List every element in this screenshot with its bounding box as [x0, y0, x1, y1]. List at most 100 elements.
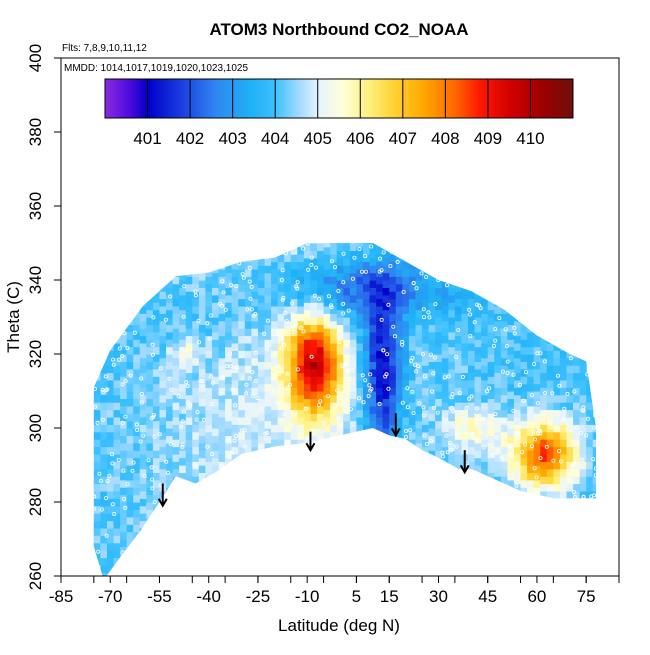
- heatmap-cell: [448, 465, 456, 473]
- heatmap-cell: [257, 413, 266, 422]
- heatmap-cell: [487, 339, 495, 348]
- measurement-dot: [247, 376, 252, 381]
- arrow-marker: [390, 413, 401, 438]
- heatmap-cell: [468, 461, 476, 470]
- heatmap-cell: [166, 428, 174, 436]
- heatmap-cell: [179, 457, 187, 466]
- heatmap-cell: [244, 439, 252, 448]
- colorbar-segment: [560, 79, 563, 118]
- heatmap-cell: [566, 357, 574, 366]
- heatmap-cell: [448, 317, 456, 325]
- heatmap-cell: [139, 402, 147, 411]
- heatmap-cell: [323, 350, 331, 359]
- heatmap-cell: [435, 287, 443, 296]
- heatmap-cell: [271, 379, 279, 388]
- heatmap-cell: [454, 446, 463, 455]
- heatmap-cell: [251, 328, 259, 337]
- heatmap-cell: [330, 291, 338, 300]
- heatmap-cell: [533, 472, 541, 481]
- measurement-dot: [120, 382, 125, 387]
- measurement-dot: [285, 440, 290, 445]
- heatmap-cell: [93, 546, 95, 555]
- measurement-dot: [520, 450, 525, 455]
- heatmap-cell: [520, 405, 528, 414]
- heatmap-cell: [402, 283, 410, 292]
- measurement-dot: [221, 375, 226, 380]
- heatmap-cell: [487, 354, 495, 362]
- heatmap-cell: [592, 483, 597, 492]
- heatmap-cell: [205, 357, 213, 366]
- colorbar-segment: [179, 79, 183, 118]
- heatmap-cell: [566, 483, 574, 492]
- heatmap-cell: [586, 387, 594, 396]
- heatmap-cell: [520, 317, 528, 325]
- heatmap-cell: [362, 365, 371, 374]
- measurement-dot: [281, 342, 286, 347]
- heatmap-cell: [362, 313, 371, 322]
- heatmap-cell: [579, 461, 587, 470]
- measurement-dot: [593, 473, 598, 478]
- heatmap-cell: [303, 257, 312, 266]
- heatmap-cell: [185, 483, 193, 492]
- colorbar-segment: [209, 79, 212, 118]
- heatmap-cell: [284, 402, 292, 411]
- heatmap-cell: [251, 365, 259, 374]
- heatmap-cell: [395, 357, 403, 366]
- heatmap-cell: [408, 372, 417, 381]
- heatmap-cell: [408, 439, 417, 448]
- colorbar-segment: [139, 79, 142, 118]
- heatmap-cell: [192, 350, 200, 359]
- heatmap-cell: [244, 394, 252, 403]
- heatmap-cell: [566, 446, 574, 455]
- heatmap-cell: [369, 309, 377, 318]
- heatmap-cell: [389, 372, 397, 381]
- measurement-dot: [544, 444, 549, 449]
- heatmap-cell: [126, 339, 134, 348]
- heatmap-cell: [395, 350, 403, 359]
- heatmap-cell: [297, 298, 305, 307]
- colorbar-segment: [281, 79, 285, 118]
- heatmap-cell: [126, 457, 134, 466]
- heatmap-cell: [205, 313, 213, 322]
- heatmap-cell: [573, 387, 581, 396]
- measurement-dot: [251, 313, 256, 318]
- heatmap-cell: [185, 468, 193, 477]
- heatmap-cell: [257, 354, 266, 362]
- colorbar-segment: [177, 79, 180, 118]
- heatmap-cell: [428, 331, 436, 340]
- heatmap-cell: [179, 405, 187, 414]
- heatmap-cell: [179, 265, 187, 274]
- heatmap-cell: [166, 361, 174, 370]
- x-tick-label: -25: [246, 587, 271, 606]
- heatmap-cell: [336, 280, 344, 288]
- heatmap-cell: [198, 479, 207, 488]
- heatmap-cell: [152, 361, 161, 370]
- heatmap-cell: [192, 461, 200, 470]
- heatmap-cell: [382, 257, 390, 266]
- heatmap-cell: [389, 387, 397, 396]
- heatmap-cell: [415, 450, 423, 459]
- heatmap-cell: [513, 416, 522, 425]
- measurement-dot: [572, 389, 577, 394]
- heatmap-cell: [468, 468, 476, 477]
- heatmap-cell: [225, 368, 233, 377]
- heatmap-cell: [343, 413, 351, 422]
- heatmap-cell: [146, 494, 154, 503]
- heatmap-cell: [152, 420, 161, 429]
- heatmap-cell: [244, 283, 252, 292]
- heatmap-cell: [303, 376, 312, 385]
- heatmap-cell: [139, 483, 147, 492]
- measurement-dot: [181, 409, 186, 414]
- colorbar-segment: [566, 79, 570, 118]
- heatmap-cell: [120, 435, 128, 444]
- heatmap-cell: [474, 309, 482, 318]
- heatmap-cell: [382, 361, 390, 370]
- heatmap-cell: [126, 546, 134, 555]
- heatmap-cell: [441, 446, 449, 455]
- heatmap-cell: [159, 320, 167, 329]
- heatmap-cell: [481, 342, 489, 351]
- heatmap-cell: [546, 409, 554, 418]
- heatmap-cell: [369, 420, 377, 429]
- measurement-dot: [105, 387, 110, 392]
- heatmap-cell: [527, 465, 535, 473]
